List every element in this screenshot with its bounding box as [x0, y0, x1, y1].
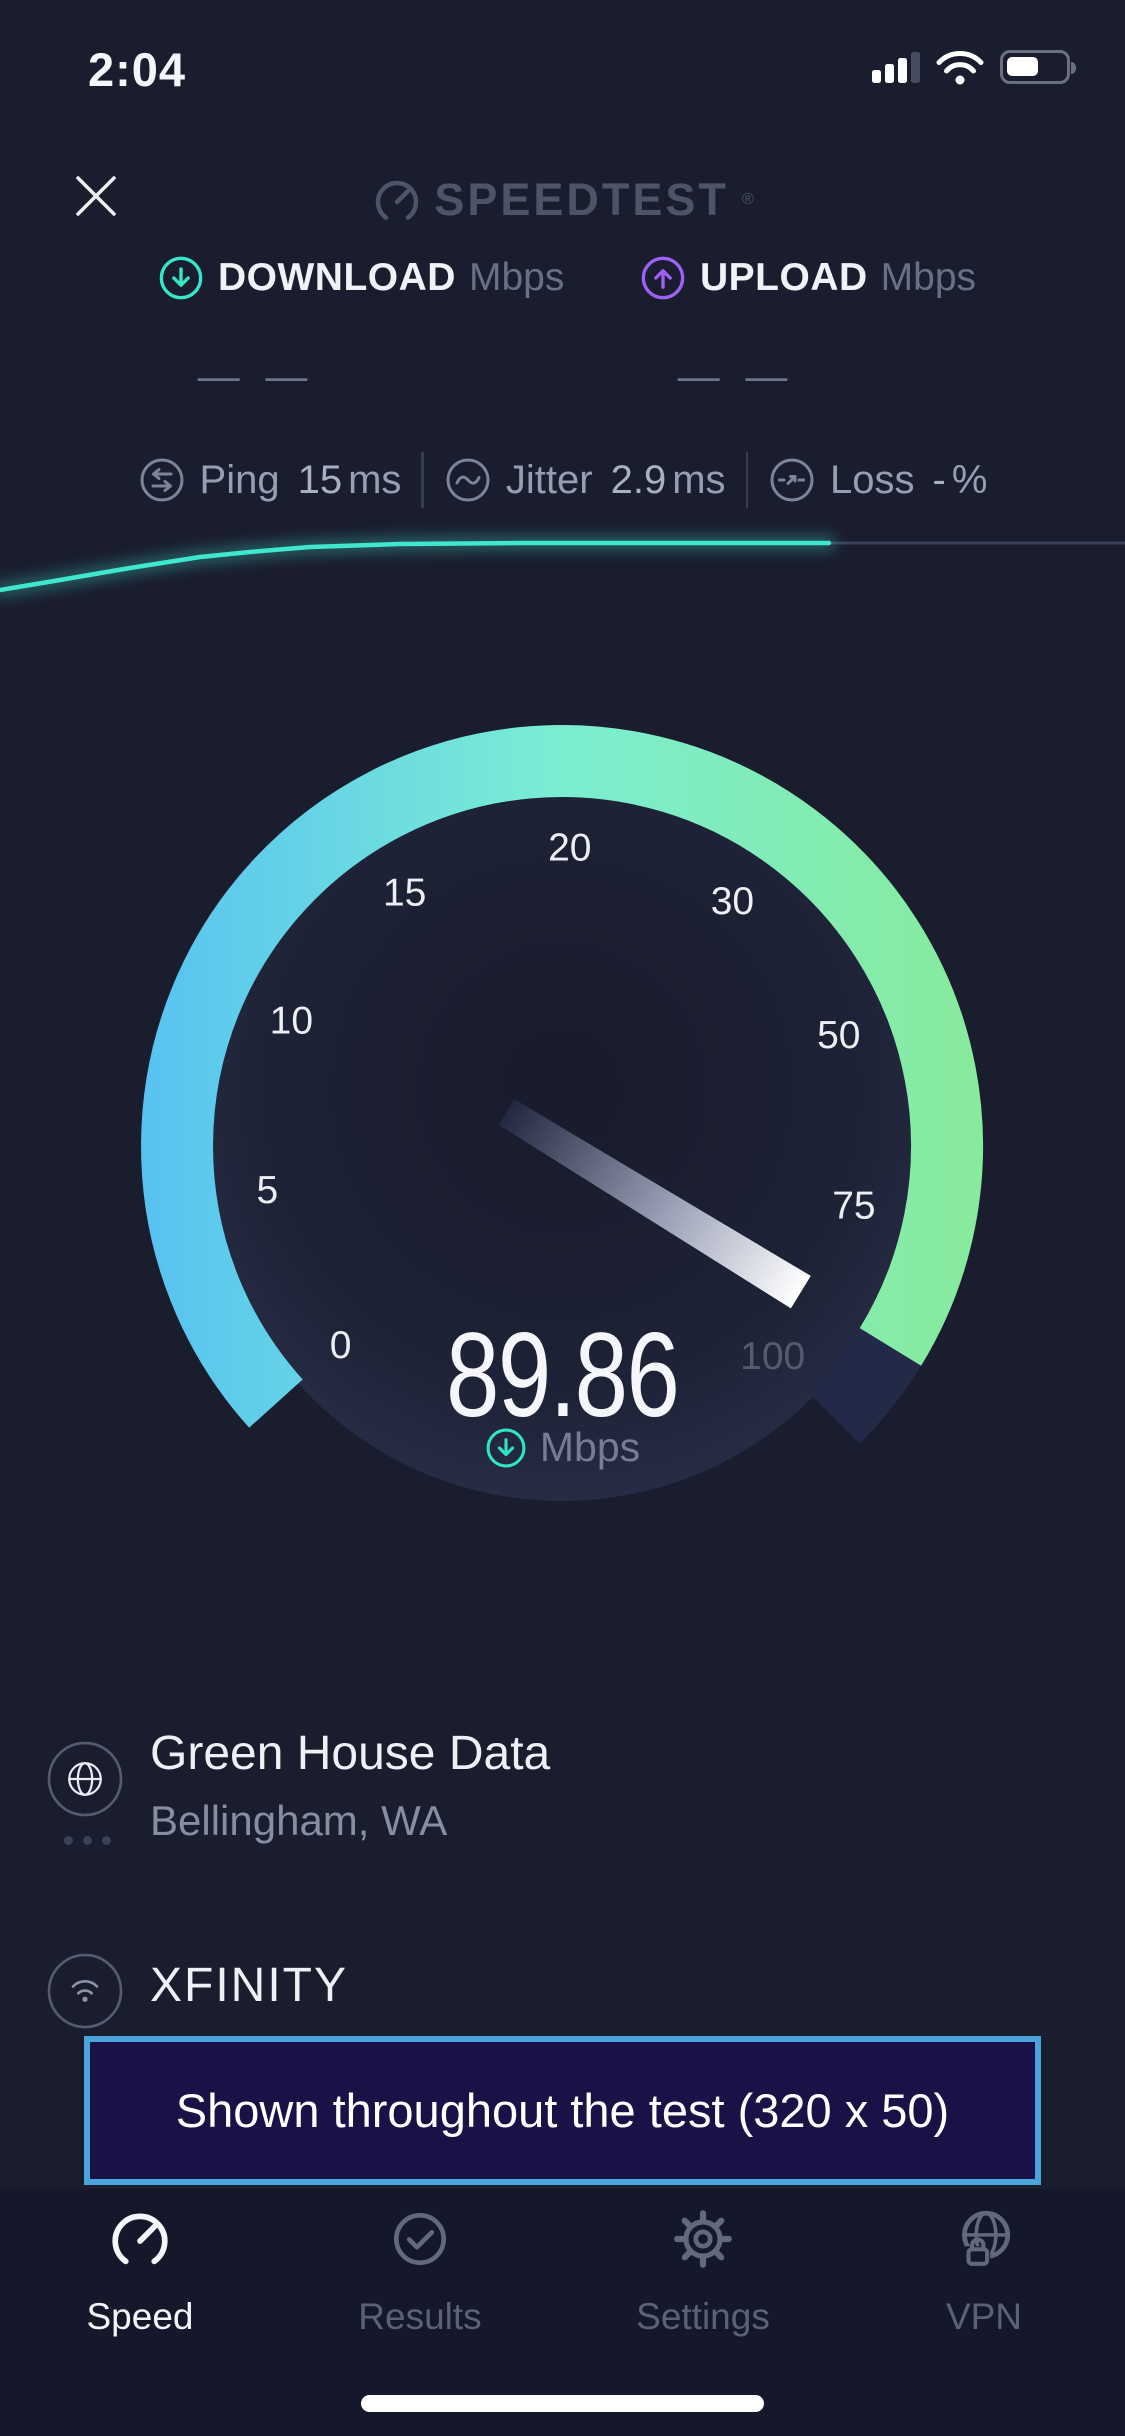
- ping-icon: [138, 456, 186, 504]
- tab-label: Speed: [86, 2296, 194, 2337]
- battery-icon: [1000, 50, 1076, 84]
- download-header: DOWNLOAD Mbps: [158, 255, 564, 301]
- vpn-globe-lock-icon: [951, 2206, 1017, 2272]
- ping-label: Ping: [199, 457, 280, 502]
- loss-unit: %: [951, 457, 988, 502]
- gauge-tick-label: 75: [832, 1185, 875, 1228]
- ping-unit: ms: [348, 457, 402, 502]
- speed-unit-label: Mbps: [539, 1424, 641, 1470]
- close-icon[interactable]: [70, 170, 122, 222]
- loss-value: -: [932, 457, 946, 502]
- tab-label: Settings: [636, 2296, 770, 2337]
- gauge-tick-label: 20: [548, 827, 591, 870]
- tab-settings[interactable]: Settings: [603, 2206, 803, 2338]
- status-icons: [872, 46, 1076, 88]
- tab-label: Results: [358, 2296, 482, 2337]
- gear-icon: [670, 2206, 736, 2272]
- divider: [421, 452, 424, 508]
- speedtest-logo: SPEEDTEST ®: [0, 174, 1125, 226]
- status-time: 2:04: [88, 43, 187, 96]
- packet-loss-icon: [768, 456, 816, 504]
- home-indicator[interactable]: [361, 2395, 764, 2412]
- ad-banner[interactable]: Shown throughout the test (320 x 50): [84, 2036, 1041, 2185]
- registered-mark: ®: [741, 191, 754, 208]
- upload-label: UPLOAD: [700, 256, 868, 299]
- gauge-tick-label: 100: [740, 1335, 805, 1378]
- isp-name: XFINITY: [150, 1959, 349, 2012]
- current-speed-unit-row: Mbps: [0, 1424, 1125, 1471]
- upload-header: UPLOAD Mbps: [640, 255, 976, 301]
- gauge-tick-label: 5: [257, 1169, 279, 1212]
- download-value-placeholder: — —: [197, 352, 315, 399]
- speedometer-icon: [107, 2206, 173, 2272]
- ad-banner-text: Shown throughout the test (320 x 50): [175, 2084, 950, 2137]
- isp-wifi-icon: [47, 1953, 123, 2029]
- speedtest-logo-text: SPEEDTEST: [434, 174, 729, 225]
- jitter-icon: [444, 456, 492, 504]
- download-label: DOWNLOAD: [218, 256, 456, 299]
- download-arrow-icon: [159, 256, 203, 300]
- download-arrow-icon: [485, 1427, 527, 1469]
- tab-speed[interactable]: Speed: [40, 2206, 240, 2338]
- gauge-tick-label: 15: [383, 871, 426, 914]
- upload-unit: Mbps: [880, 256, 977, 299]
- ping-stat: Ping 15 ms: [138, 456, 402, 504]
- loss-label: Loss: [830, 457, 915, 502]
- divider: [745, 452, 749, 508]
- current-speed-value: 89.86: [446, 1308, 680, 1442]
- latency-stats-row: Ping 15 ms Jitter 2.9 ms Loss - %: [0, 452, 1125, 508]
- speedtest-logo-gauge-icon: [376, 180, 419, 220]
- gauge-tick-label: 0: [330, 1324, 352, 1367]
- jitter-label: Jitter: [505, 457, 593, 502]
- loss-stat: Loss - %: [768, 456, 987, 504]
- speed-gauge: 0 5 10 15 20 30 50 75 100: [141, 725, 984, 1501]
- server-location: Bellingham, WA: [150, 1797, 448, 1844]
- upload-value-placeholder: — —: [677, 352, 795, 399]
- tab-vpn[interactable]: VPN: [884, 2206, 1084, 2338]
- gauge-tick-label: 10: [270, 1000, 313, 1043]
- tab-bar: [0, 2189, 1125, 2436]
- server-globe-icon: [47, 1741, 123, 1817]
- jitter-value: 2.9: [610, 457, 667, 502]
- cellular-signal-icon: [872, 51, 920, 83]
- tab-results[interactable]: Results: [320, 2206, 520, 2338]
- throughput-sparkline: [0, 536, 1125, 597]
- results-check-icon: [387, 2206, 453, 2272]
- download-unit: Mbps: [468, 256, 565, 299]
- jitter-stat: Jitter 2.9 ms: [444, 456, 726, 504]
- upload-arrow-icon: [641, 256, 685, 300]
- jitter-unit: ms: [672, 457, 726, 502]
- gauge-tick-label: 50: [817, 1014, 860, 1057]
- server-more-menu[interactable]: [64, 1836, 111, 1845]
- wifi-icon: [936, 51, 984, 85]
- server-name: Green House Data: [150, 1727, 551, 1780]
- tab-label: VPN: [945, 2296, 1023, 2337]
- gauge-needle: [498, 1099, 811, 1309]
- ping-value: 15: [297, 457, 343, 502]
- gauge-tick-label: 30: [711, 880, 754, 923]
